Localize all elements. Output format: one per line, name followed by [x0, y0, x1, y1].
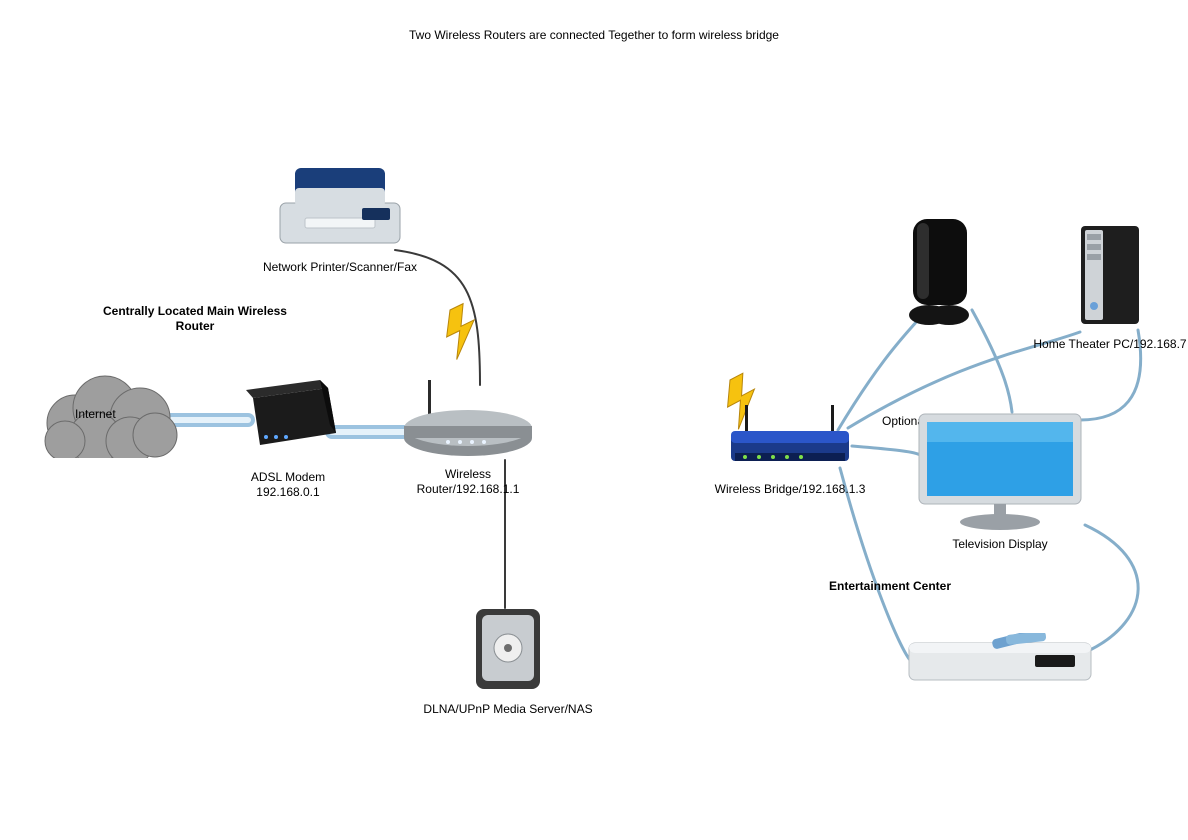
- adsl-modem-label: ADSL Modem 192.168.0.1: [238, 470, 338, 500]
- wireless-bridge-label: Wireless Bridge/192.168.1.3: [690, 482, 890, 497]
- entertainment-heading-text: Entertainment Center: [750, 579, 1030, 594]
- nas-server-label: DLNA/UPnP Media Server/NAS: [398, 702, 618, 717]
- nas-server: DLNA/UPnP Media Server/NAS: [468, 605, 548, 717]
- main-router-heading-text: Centrally Located Main Wireless Router: [55, 304, 335, 334]
- network-printer-icon: [270, 158, 410, 253]
- adsl-modem-icon: [238, 378, 338, 463]
- svg-text:Internet: Internet: [75, 407, 116, 421]
- diagram-title-text: Two Wireless Routers are connected Teget…: [409, 28, 779, 42]
- internet-cloud: Internet: [35, 363, 185, 461]
- network-printer-label: Network Printer/Scanner/Fax: [240, 260, 440, 275]
- wireless-router-icon: [398, 380, 538, 460]
- set-top-box-icon: [905, 633, 1095, 688]
- nas-server-icon: [468, 605, 548, 695]
- tv-display: Television Display: [915, 410, 1085, 552]
- adsl-modem: ADSL Modem 192.168.0.1: [238, 378, 338, 500]
- tv-display-icon: [915, 410, 1085, 530]
- entertainment-heading: Entertainment Center: [750, 575, 1030, 594]
- tv-display-label: Television Display: [915, 537, 1085, 552]
- network-diagram: Optional Two Wireless Routers are connec…: [0, 0, 1188, 840]
- diagram-title: Two Wireless Routers are connected Teget…: [0, 28, 1188, 42]
- internet-cloud-icon: Internet: [35, 363, 185, 458]
- wireless-router-label: Wireless Router/192.168.1.1: [398, 467, 538, 497]
- home-theater-pc: Home Theater PC/192.168.7: [1075, 220, 1145, 352]
- game-console-icon: [895, 215, 985, 325]
- wireless-router: Wireless Router/192.168.1.1: [398, 380, 538, 497]
- network-printer: Network Printer/Scanner/Fax: [270, 158, 410, 275]
- game-console: [895, 215, 985, 328]
- wireless-bridge-icon: [725, 405, 855, 475]
- set-top-box: [905, 633, 1095, 691]
- main-router-heading: Centrally Located Main Wireless Router: [55, 300, 335, 334]
- home-theater-pc-icon: [1075, 220, 1145, 330]
- home-theater-pc-label: Home Theater PC/192.168.7: [1010, 337, 1188, 352]
- wireless-bridge: Wireless Bridge/192.168.1.3: [725, 405, 855, 497]
